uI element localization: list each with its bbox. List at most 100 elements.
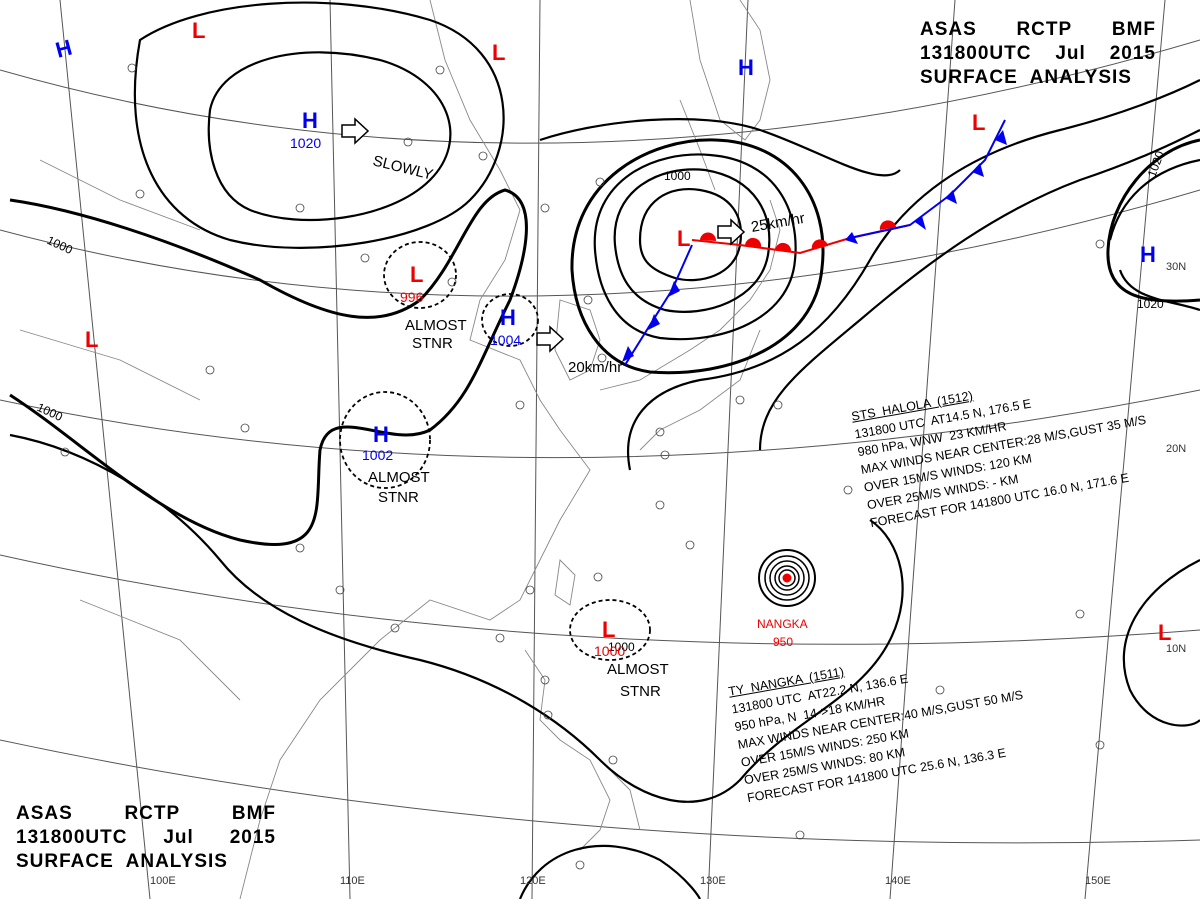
isobar-1000-west-south	[9, 433, 904, 803]
low-center-letter: L	[192, 18, 205, 43]
high-center-value: 1004	[490, 332, 521, 348]
motion-label: SLOWLY	[371, 152, 435, 183]
high-center-letter: H	[302, 108, 318, 133]
low-center-letter: L	[677, 226, 690, 251]
high-center-value: 1020	[290, 135, 321, 151]
lon-label: 130E	[700, 875, 726, 887]
isobar-southeast	[1122, 559, 1200, 727]
motion-label: ALMOST STNR	[368, 469, 430, 506]
low-center-letter: L	[85, 327, 98, 352]
isobar-east-band	[627, 79, 1200, 471]
header-top-right: ASAS RCTP BMF 131800UTC Jul 2015 SURFACE…	[920, 18, 1156, 90]
header-line2: 131800UTC Jul 2015	[16, 826, 276, 850]
lon-label: 110E	[340, 875, 365, 887]
header-time: 131800UTC	[16, 827, 128, 848]
coast-japan	[599, 199, 781, 451]
header-code: RCTP	[124, 803, 181, 824]
lat-label: 10N	[1166, 643, 1186, 655]
lat-label: 30N	[1166, 261, 1186, 273]
header-year: 2015	[229, 827, 276, 848]
low-center-letter: L	[410, 262, 423, 287]
arrow-high-1004	[536, 325, 565, 353]
low-center-value: 1000	[594, 643, 625, 659]
header-title: SURFACE ANALYSIS	[920, 67, 1132, 88]
high-center-letter: H	[738, 55, 754, 80]
coast-kamchatka	[689, 0, 771, 141]
coast-taiwan	[554, 559, 576, 606]
typhoon-nangka-rings	[758, 549, 816, 607]
meridian-120e	[531, 0, 541, 899]
coast-china-inner	[19, 159, 241, 701]
lon-label: 140E	[885, 875, 911, 887]
coast-sakhalin	[679, 99, 716, 191]
parallel-0n	[0, 739, 1200, 844]
isobar-north-band	[539, 118, 901, 177]
graticule-labels: 30N 20N 10N 100E 110E 120E 130E 140E 150…	[150, 261, 1186, 887]
isobar-ring-low-3	[593, 153, 797, 341]
isobar-label: 1020	[1137, 297, 1164, 311]
lat-label: 20N	[1166, 443, 1186, 455]
motion-label: ALMOST STNR	[405, 317, 467, 352]
parallel-40n	[0, 39, 1200, 144]
meridian-140e	[889, 0, 956, 899]
ring-low-1000	[569, 599, 651, 661]
isobar-ring-low-2	[613, 168, 771, 313]
isobar-far-east	[1108, 158, 1200, 312]
coast-asia-east	[239, 0, 591, 899]
low-center-value: 996	[400, 289, 424, 305]
lon-label: 100E	[150, 875, 176, 887]
ring-high-1004	[481, 293, 539, 347]
motion-label: 25km/hr	[750, 210, 806, 236]
cold-front-south	[622, 244, 693, 366]
station-plots	[60, 63, 1105, 870]
high-center-value: 1002	[362, 447, 393, 463]
low-center-letter: L	[602, 617, 615, 642]
isobar-high-east-outer	[133, 1, 505, 249]
header-year: 2015	[1109, 43, 1156, 64]
isobar-east-band-2	[758, 129, 1200, 451]
low-center-letter: L	[1158, 620, 1171, 645]
isobar-label: 1000	[45, 233, 75, 257]
coast-korea	[554, 299, 601, 381]
isobar-1000-west	[9, 188, 528, 546]
high-center-letter: H	[53, 35, 75, 63]
parallel-20n	[0, 389, 1200, 459]
motion-label: 20km/hr	[568, 359, 622, 376]
header-code: ASAS	[920, 19, 977, 40]
meridian-150e	[1084, 0, 1166, 899]
typhoon-name: NANGKA	[757, 617, 808, 631]
lon-label: 120E	[520, 875, 546, 887]
header-month: Jul	[163, 827, 194, 848]
motion-label: ALMOST STNR	[607, 661, 669, 700]
header-line1: ASAS RCTP BMF	[16, 802, 276, 826]
isobar-label: 1000	[608, 640, 635, 654]
high-center-letter: H	[1140, 242, 1156, 267]
ring-high-1002	[339, 391, 431, 489]
isobars	[9, 1, 1200, 899]
coast-philippines	[524, 649, 641, 851]
typhoon-label: NANGKA 950	[757, 617, 808, 649]
coastlines	[19, 0, 781, 899]
isobar-high-east-ring	[207, 51, 452, 222]
isobar-label: 1000	[35, 400, 65, 424]
high-center-letter: H	[373, 422, 389, 447]
lon-label: 150E	[1085, 875, 1111, 887]
meridian-130e	[707, 0, 749, 899]
header-line2: 131800UTC Jul 2015	[920, 42, 1156, 66]
high-center-letter: H	[500, 305, 516, 330]
typhoon-pressure: 950	[773, 635, 793, 649]
header-code: BMF	[1111, 19, 1156, 40]
local-center-rings	[339, 241, 651, 661]
header-line1: ASAS RCTP BMF	[920, 18, 1156, 42]
cold-front-north	[845, 119, 1007, 244]
ring-low-996	[383, 241, 457, 309]
pressure-centers: H 1020 H H H 1004 H 1002 H L L L L 996 L…	[53, 18, 1172, 659]
arrow-low-kamchatka	[717, 218, 746, 246]
low-center-letter: L	[492, 40, 505, 65]
low-center-letter: L	[972, 110, 985, 135]
header-code: RCTP	[1016, 19, 1073, 40]
isobar-south-philippine	[518, 844, 701, 899]
isobar-ring-low-kamchatka	[638, 188, 743, 282]
